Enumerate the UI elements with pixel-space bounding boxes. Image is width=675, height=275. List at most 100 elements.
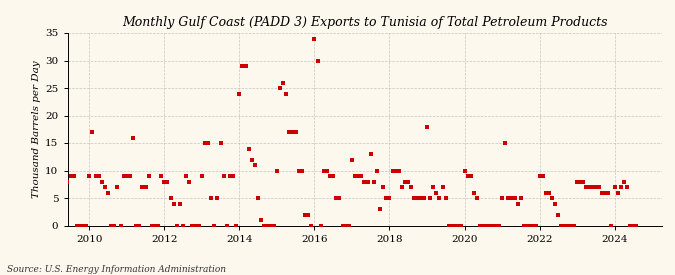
Point: [303, 212, 314, 217]
Point: [128, 135, 138, 140]
Point: [106, 223, 117, 228]
Point: [591, 185, 601, 189]
Point: [331, 196, 342, 200]
Point: [459, 168, 470, 173]
Point: [344, 223, 354, 228]
Point: [516, 196, 526, 200]
Point: [390, 168, 401, 173]
Point: [321, 168, 332, 173]
Point: [503, 196, 514, 200]
Point: [350, 174, 360, 178]
Text: Source: U.S. Energy Information Administration: Source: U.S. Energy Information Administ…: [7, 265, 225, 274]
Point: [581, 185, 592, 189]
Point: [215, 141, 226, 145]
Point: [171, 223, 182, 228]
Point: [196, 174, 207, 178]
Point: [269, 223, 279, 228]
Point: [493, 223, 504, 228]
Point: [412, 196, 423, 200]
Point: [53, 174, 63, 178]
Point: [575, 179, 586, 184]
Point: [572, 179, 583, 184]
Point: [450, 223, 460, 228]
Point: [431, 190, 441, 195]
Point: [175, 201, 186, 206]
Point: [616, 185, 626, 189]
Point: [425, 196, 435, 200]
Point: [234, 91, 245, 96]
Point: [178, 223, 188, 228]
Point: [600, 190, 611, 195]
Point: [465, 174, 476, 178]
Point: [252, 196, 263, 200]
Point: [547, 196, 558, 200]
Point: [118, 174, 129, 178]
Point: [622, 185, 632, 189]
Point: [472, 196, 483, 200]
Point: [319, 168, 329, 173]
Point: [244, 146, 254, 151]
Point: [550, 201, 561, 206]
Point: [509, 196, 520, 200]
Point: [537, 174, 548, 178]
Point: [209, 223, 220, 228]
Point: [190, 223, 201, 228]
Point: [72, 223, 82, 228]
Point: [562, 223, 573, 228]
Point: [406, 185, 416, 189]
Point: [612, 190, 623, 195]
Title: Monthly Gulf Coast (PADD 3) Exports to Tunisia of Total Petroleum Products: Monthly Gulf Coast (PADD 3) Exports to T…: [122, 16, 608, 29]
Point: [227, 174, 238, 178]
Point: [553, 212, 564, 217]
Point: [112, 185, 123, 189]
Point: [356, 174, 367, 178]
Point: [606, 223, 617, 228]
Point: [378, 185, 389, 189]
Point: [206, 196, 217, 200]
Point: [490, 223, 501, 228]
Point: [610, 185, 620, 189]
Point: [184, 179, 195, 184]
Point: [578, 179, 589, 184]
Point: [271, 168, 282, 173]
Point: [294, 168, 304, 173]
Point: [225, 174, 236, 178]
Point: [500, 141, 510, 145]
Point: [250, 163, 261, 167]
Point: [400, 179, 410, 184]
Point: [487, 223, 498, 228]
Point: [394, 168, 404, 173]
Point: [353, 174, 364, 178]
Point: [187, 223, 198, 228]
Point: [597, 190, 608, 195]
Point: [434, 196, 445, 200]
Point: [631, 223, 642, 228]
Point: [447, 223, 458, 228]
Point: [484, 223, 495, 228]
Point: [468, 190, 479, 195]
Point: [568, 223, 579, 228]
Point: [137, 185, 148, 189]
Point: [346, 157, 357, 162]
Point: [246, 157, 257, 162]
Point: [506, 196, 517, 200]
Point: [221, 223, 232, 228]
Point: [87, 130, 98, 134]
Point: [49, 174, 60, 178]
Point: [103, 190, 113, 195]
Point: [387, 168, 398, 173]
Point: [68, 174, 79, 178]
Point: [415, 196, 426, 200]
Point: [296, 168, 307, 173]
Point: [156, 174, 167, 178]
Point: [359, 179, 370, 184]
Point: [328, 174, 339, 178]
Point: [628, 223, 639, 228]
Point: [181, 174, 192, 178]
Point: [618, 179, 629, 184]
Point: [334, 196, 345, 200]
Point: [403, 179, 414, 184]
Point: [124, 174, 135, 178]
Point: [456, 223, 467, 228]
Point: [381, 196, 392, 200]
